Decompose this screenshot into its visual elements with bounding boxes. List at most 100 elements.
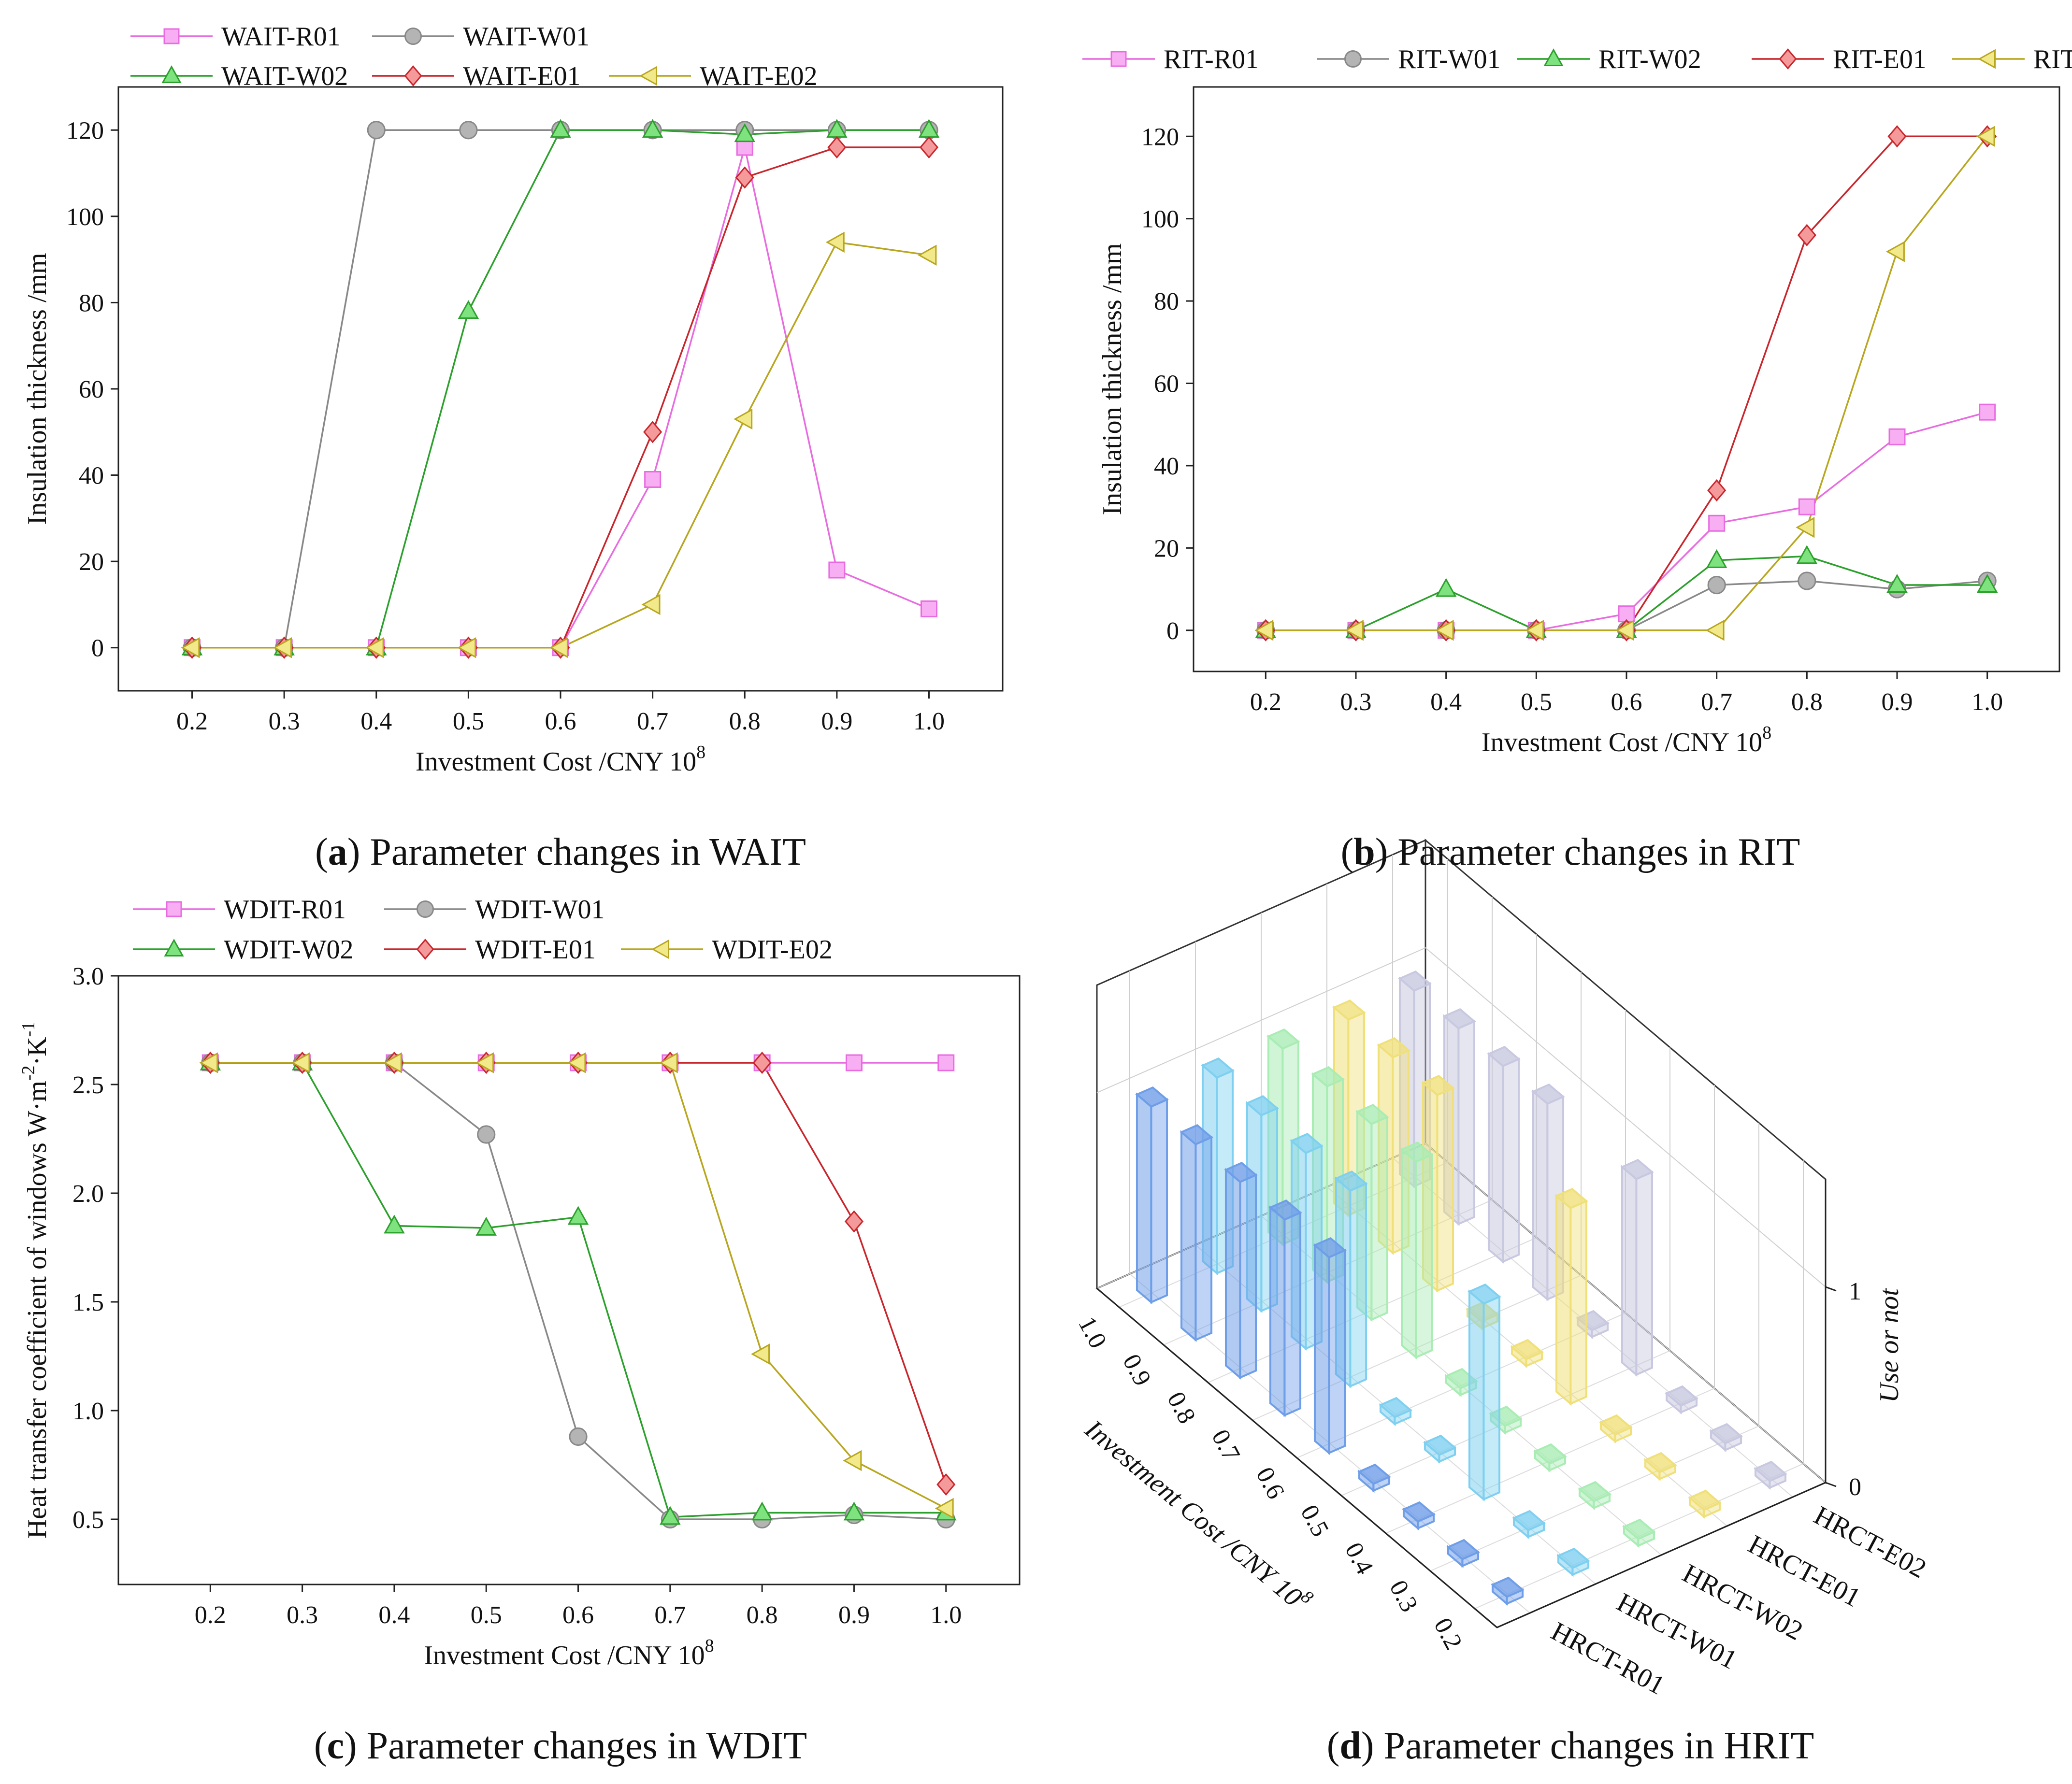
x-tick-label: 1.0 — [913, 708, 945, 735]
series-line-WAIT-W02 — [192, 129, 929, 649]
data-point-WDIT-W02 — [384, 1214, 405, 1234]
legend-marker — [404, 28, 422, 45]
series-line-WAIT-E01 — [192, 146, 929, 649]
bar-HRCT-E01-0.6 — [1510, 1339, 1544, 1368]
y-tick-label: 120 — [66, 117, 104, 144]
bar-top — [1512, 1510, 1546, 1531]
y-tick-label: 20 — [1154, 535, 1179, 562]
legend-label: RIT-E01 — [1833, 44, 1927, 74]
bar-top — [1531, 1083, 1565, 1105]
bar-HRCT-E01-0.2 — [1688, 1489, 1722, 1519]
x-tick-label: 0.8 — [747, 1601, 778, 1629]
bar-front — [1283, 1211, 1302, 1417]
legend-marker — [1978, 49, 1996, 69]
bar-top — [1400, 1141, 1434, 1163]
data-point-WAIT-E02 — [365, 637, 384, 658]
data-point-RIT-E02 — [1885, 241, 1905, 262]
x-tick-label: 0.9 — [1882, 688, 1913, 716]
data-point-WDIT-E02 — [291, 1052, 310, 1073]
data-point-RIT-E01 — [1707, 479, 1727, 502]
bar-top — [1357, 1463, 1391, 1485]
x-tick-label: 0.2 — [195, 1601, 226, 1629]
bar-top — [1421, 1074, 1455, 1097]
x-axis-label: Investment Cost /CNY 108 — [1482, 723, 1771, 757]
x-tick-label: 0.7 — [1701, 688, 1732, 716]
y-axis-label: Heat transfer coefficient of windows W·m… — [18, 1022, 52, 1539]
bar-side — [1313, 1243, 1330, 1455]
data-point-WAIT-E01 — [919, 136, 939, 159]
data-point-WAIT-W02 — [458, 300, 479, 319]
legend-label: RIT-R01 — [1164, 44, 1259, 74]
data-point-RIT-R01 — [1618, 605, 1635, 623]
bar-front — [1436, 1086, 1454, 1292]
x-tick-label: 0.6 — [545, 708, 576, 735]
y-tick-label: 120 — [1141, 123, 1179, 151]
grid-line — [1096, 947, 1826, 1287]
y-tick-label: 2.0 — [72, 1180, 104, 1208]
plot-frame — [1193, 86, 2060, 672]
bar-HRCT-E02-0.6 — [1576, 1310, 1610, 1339]
bar-top — [1622, 1518, 1656, 1540]
bar-HRCT-W01-0.5 — [1423, 1434, 1457, 1464]
x-tick-label: 0.7 — [1206, 1425, 1245, 1466]
bar-HRCT-W01-0.8 — [1290, 1132, 1324, 1351]
data-point-WAIT-W01 — [459, 121, 478, 140]
x-tick-label: 1.0 — [1971, 688, 2003, 716]
bar-HRCT-W02-0.4 — [1533, 1443, 1567, 1472]
legend-label: WDIT-E01 — [475, 935, 596, 965]
bar-front — [1569, 1199, 1588, 1405]
bar-side — [1621, 1165, 1638, 1377]
caption-a: (a) Parameter changes in WAIT — [315, 831, 806, 873]
data-point-RIT-R01 — [1708, 514, 1726, 532]
y-tick-label: 100 — [1141, 206, 1179, 233]
legend-marker — [1779, 48, 1797, 70]
bar-HRCT-W01-0.4 — [1468, 1283, 1501, 1501]
x-tick-label: 0.7 — [654, 1601, 686, 1629]
bar-side — [1136, 1092, 1152, 1304]
legend-marker — [163, 28, 180, 44]
series-line-WAIT-E02 — [192, 241, 929, 649]
x-tick-label: 0.4 — [378, 1601, 410, 1629]
bar-HRCT-E01-0.5 — [1554, 1187, 1588, 1406]
data-point-WDIT-E02 — [751, 1343, 770, 1365]
series-line-WAIT-W01 — [192, 129, 929, 649]
data-point-WAIT-E02 — [825, 231, 845, 253]
data-point-RIT-R01 — [1979, 403, 1996, 421]
bar-front — [1370, 1115, 1389, 1321]
x-tick-label: 0.8 — [729, 708, 761, 735]
legend-label: WDIT-W01 — [475, 895, 605, 925]
bar-front — [1194, 1136, 1213, 1342]
legend-label: WDIT-E02 — [712, 935, 833, 965]
x-tick-label: 0.8 — [1162, 1387, 1201, 1428]
bar-top — [1402, 1501, 1436, 1523]
data-point-RIT-W01 — [1707, 575, 1726, 595]
bar-top — [1510, 1339, 1544, 1360]
legend-marker — [166, 901, 182, 917]
x-tick-label: 1.0 — [930, 1601, 962, 1629]
bar-HRCT-R01-0.8 — [1224, 1161, 1258, 1380]
x-tick-label: 0.5 — [1521, 688, 1552, 716]
data-point-RIT-W02 — [1886, 573, 1908, 593]
bar-top — [1398, 970, 1432, 992]
data-point-WAIT-E02 — [918, 244, 937, 266]
z-tick-label: 1 — [1849, 1278, 1861, 1305]
y-tick-label: 100 — [66, 203, 104, 231]
data-point-RIT-E02 — [1525, 620, 1544, 641]
series-line-WDIT-W01 — [210, 1062, 946, 1520]
bar-front — [1457, 1020, 1476, 1226]
caption-c: (c) Parameter changes in WDIT — [314, 1725, 807, 1767]
data-point-WDIT-E01 — [844, 1210, 864, 1233]
x-axis-label: Investment Cost /CNY 108 — [424, 1636, 714, 1670]
bar-top — [1224, 1161, 1258, 1184]
bar-top — [1311, 1066, 1345, 1088]
legend-label: WAIT-E02 — [700, 61, 818, 91]
y-tick-label: 3.0 — [72, 963, 104, 990]
legend-marker — [651, 939, 669, 959]
data-point-WDIT-W02 — [475, 1216, 497, 1236]
bar-top — [1423, 1434, 1457, 1456]
data-point-WAIT-W01 — [367, 121, 386, 140]
x-tick-label: 1.0 — [1073, 1312, 1112, 1353]
bar-top — [1709, 1423, 1743, 1444]
x-tick-label: 0.5 — [453, 708, 484, 735]
